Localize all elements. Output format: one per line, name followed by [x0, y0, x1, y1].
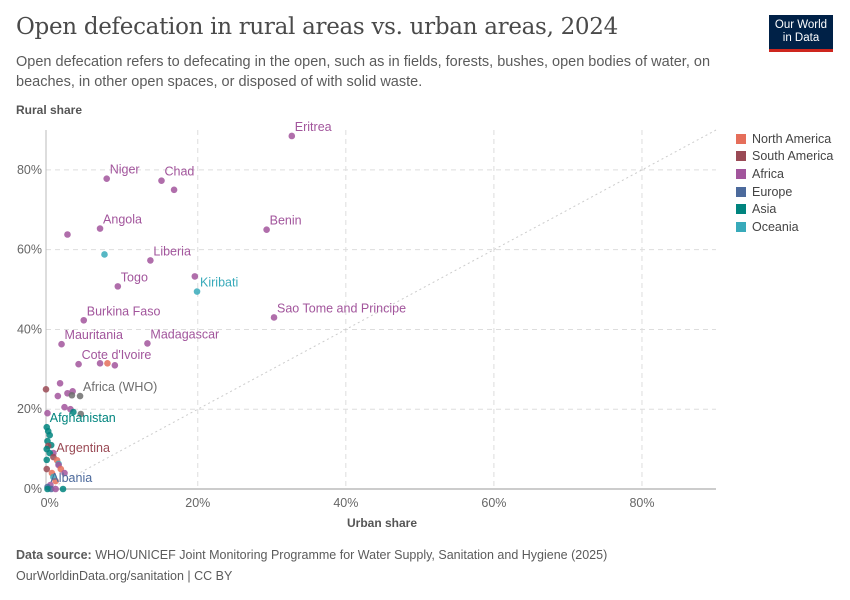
data-label: Niger [110, 163, 140, 177]
legend-item[interactable]: Europe [736, 183, 833, 201]
source-line: Data source: WHO/UNICEF Joint Monitoring… [16, 548, 607, 562]
data-point[interactable] [193, 288, 201, 295]
data-label: Albania [50, 471, 92, 485]
x-axis-label: Urban share [347, 516, 418, 530]
data-point[interactable] [77, 410, 85, 418]
data-point[interactable] [96, 360, 104, 367]
data-point[interactable] [144, 340, 151, 347]
data-point[interactable] [64, 231, 71, 238]
data-label: Liberia [153, 244, 191, 258]
chart-subtitle: Open defecation refers to defecating in … [16, 54, 711, 90]
source-text[interactable]: WHO/UNICEF Joint Monitoring Programme fo… [95, 548, 608, 562]
data-label: Benin [270, 214, 302, 228]
diagonal-reference-line [49, 129, 717, 490]
data-label: Cote d'Ivoire [82, 348, 152, 362]
data-label: Chad [164, 165, 194, 179]
data-point[interactable] [80, 316, 88, 324]
data-point[interactable] [101, 251, 108, 258]
data-point[interactable] [70, 408, 77, 416]
data-point[interactable] [58, 340, 65, 348]
data-point[interactable] [75, 360, 82, 368]
data-point[interactable] [103, 175, 111, 182]
legend-swatch [736, 186, 746, 197]
x-tick-label: 0% [41, 496, 59, 510]
legend-item[interactable]: North America [736, 130, 833, 148]
data-point[interactable] [68, 391, 76, 399]
data-point[interactable] [104, 360, 111, 367]
data-point[interactable] [76, 392, 84, 400]
legend-label: North America [752, 131, 832, 146]
chart-title: Open defecation in rural areas vs. urban… [16, 14, 618, 40]
y-tick-label: 40% [17, 322, 42, 336]
data-point[interactable] [54, 392, 62, 400]
legend-label: Asia [752, 202, 777, 217]
data-label: Burkina Faso [87, 304, 161, 318]
legend-label: South America [752, 149, 834, 164]
x-tick-label: 20% [185, 496, 210, 510]
data-label: Eritrea [295, 120, 332, 134]
data-label: Angola [103, 213, 142, 227]
y-tick-label: 20% [17, 402, 42, 416]
legend-swatch [736, 168, 746, 179]
data-point[interactable] [158, 177, 165, 184]
data-point[interactable] [59, 485, 67, 493]
legend-swatch [736, 151, 746, 162]
data-point[interactable] [114, 283, 122, 290]
data-label: Africa (WHO) [83, 380, 157, 394]
data-point[interactable] [288, 132, 296, 140]
legend-item[interactable]: South America [736, 148, 833, 166]
data-point[interactable] [43, 456, 51, 464]
legend: North America South America Africa Europe As… [736, 130, 833, 236]
data-point[interactable] [44, 485, 51, 493]
legend-swatch [736, 204, 746, 215]
data-point[interactable] [43, 465, 51, 473]
y-tick-label: 80% [17, 163, 42, 177]
data-point[interactable] [46, 431, 54, 439]
legend-swatch [736, 133, 746, 144]
x-tick-label: 40% [333, 496, 358, 510]
data-label: Madagascar [150, 327, 219, 341]
data-label: Togo [121, 270, 148, 284]
legend-item[interactable]: Oceania [736, 218, 833, 236]
data-point[interactable] [96, 225, 104, 232]
data-point[interactable] [61, 403, 68, 411]
footer-url[interactable]: OurWorldinData.org/sanitation | CC BY [16, 569, 233, 583]
legend-label: Africa [752, 166, 784, 181]
data-point[interactable] [52, 485, 59, 493]
x-tick-label: 60% [481, 496, 506, 510]
y-tick-label: 60% [17, 243, 42, 257]
legend-item[interactable]: Africa [736, 165, 833, 183]
data-point[interactable] [170, 186, 178, 194]
data-point[interactable] [263, 226, 270, 234]
data-point[interactable] [191, 273, 199, 280]
data-point[interactable] [61, 469, 68, 477]
legend-label: Europe [752, 184, 793, 199]
owid-logo[interactable]: Our World in Data [769, 15, 833, 52]
data-point[interactable] [42, 385, 50, 393]
data-point[interactable] [52, 477, 59, 485]
data-label: Afghanistan [50, 411, 116, 425]
x-tick-label: 80% [629, 496, 654, 510]
data-point[interactable] [44, 409, 51, 417]
data-label: Sao Tome and Principe [277, 301, 406, 315]
data-point[interactable] [111, 362, 119, 369]
source-label: Data source: [16, 548, 92, 562]
data-point[interactable] [56, 379, 64, 387]
data-label: Argentina [56, 441, 110, 455]
data-point[interactable] [147, 257, 154, 264]
data-label: Mauritania [65, 328, 123, 342]
legend-swatch [736, 221, 746, 232]
y-tick-label: 0% [24, 482, 42, 496]
legend-item[interactable]: Asia [736, 200, 833, 218]
legend-label: Oceania [752, 219, 799, 234]
data-point[interactable] [270, 314, 278, 321]
data-label: Kiribati [200, 276, 238, 290]
y-axis-label: Rural share [16, 103, 83, 117]
